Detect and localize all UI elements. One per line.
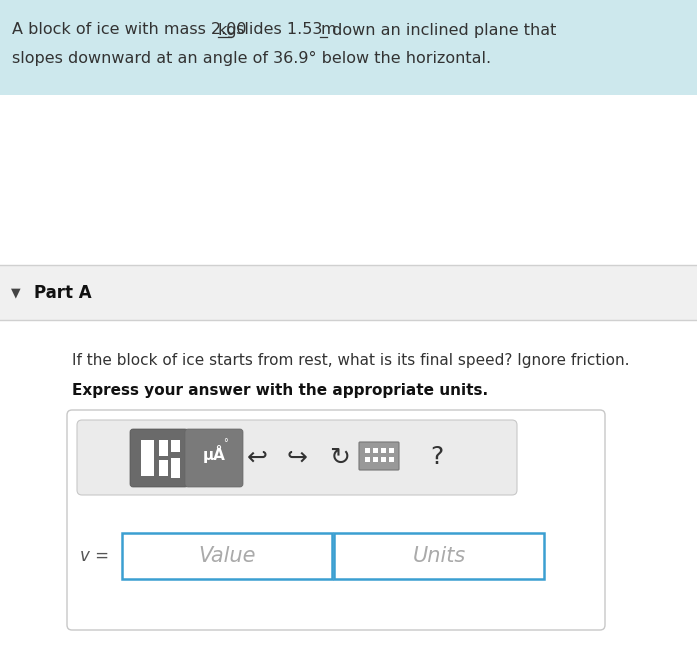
Bar xyxy=(365,457,370,462)
Bar xyxy=(365,448,370,453)
Text: Part A: Part A xyxy=(34,283,91,302)
Text: slides 1.53: slides 1.53 xyxy=(231,22,328,37)
Bar xyxy=(171,440,180,452)
FancyBboxPatch shape xyxy=(185,429,243,487)
Text: If the block of ice starts from rest, what is its final speed? Ignore friction.: If the block of ice starts from rest, wh… xyxy=(72,352,629,367)
Text: ↩: ↩ xyxy=(247,445,268,470)
Bar xyxy=(381,457,386,462)
FancyBboxPatch shape xyxy=(77,420,517,495)
Text: µÅ: µÅ xyxy=(203,445,225,463)
Bar xyxy=(373,448,378,453)
Bar xyxy=(141,440,154,476)
Text: v =: v = xyxy=(80,547,109,565)
Bar xyxy=(171,458,180,478)
Bar xyxy=(0,95,697,656)
FancyBboxPatch shape xyxy=(67,410,605,630)
Text: ?: ? xyxy=(430,445,443,470)
Bar xyxy=(0,0,697,95)
Text: °: ° xyxy=(223,438,228,449)
Text: A block of ice with mass 2.00: A block of ice with mass 2.00 xyxy=(12,22,252,37)
FancyBboxPatch shape xyxy=(359,442,399,470)
Text: ↻: ↻ xyxy=(330,445,351,470)
Bar xyxy=(0,265,697,320)
Bar xyxy=(389,448,394,453)
FancyBboxPatch shape xyxy=(130,429,188,487)
Bar xyxy=(334,533,544,579)
Bar xyxy=(381,448,386,453)
Bar xyxy=(122,533,332,579)
Bar xyxy=(159,460,168,476)
Bar xyxy=(373,457,378,462)
Text: kg: kg xyxy=(217,22,237,37)
Text: down an inclined plane that: down an inclined plane that xyxy=(327,22,556,37)
Text: ▼: ▼ xyxy=(11,286,21,299)
Bar xyxy=(389,457,394,462)
Text: Units: Units xyxy=(413,546,466,566)
Text: Express your answer with the appropriate units.: Express your answer with the appropriate… xyxy=(72,382,488,398)
Bar xyxy=(159,440,168,456)
Text: m: m xyxy=(320,22,336,37)
Text: Value: Value xyxy=(198,546,256,566)
Text: ↪: ↪ xyxy=(286,445,307,470)
Text: slopes downward at an angle of 36.9° below the horizontal.: slopes downward at an angle of 36.9° bel… xyxy=(12,51,491,66)
